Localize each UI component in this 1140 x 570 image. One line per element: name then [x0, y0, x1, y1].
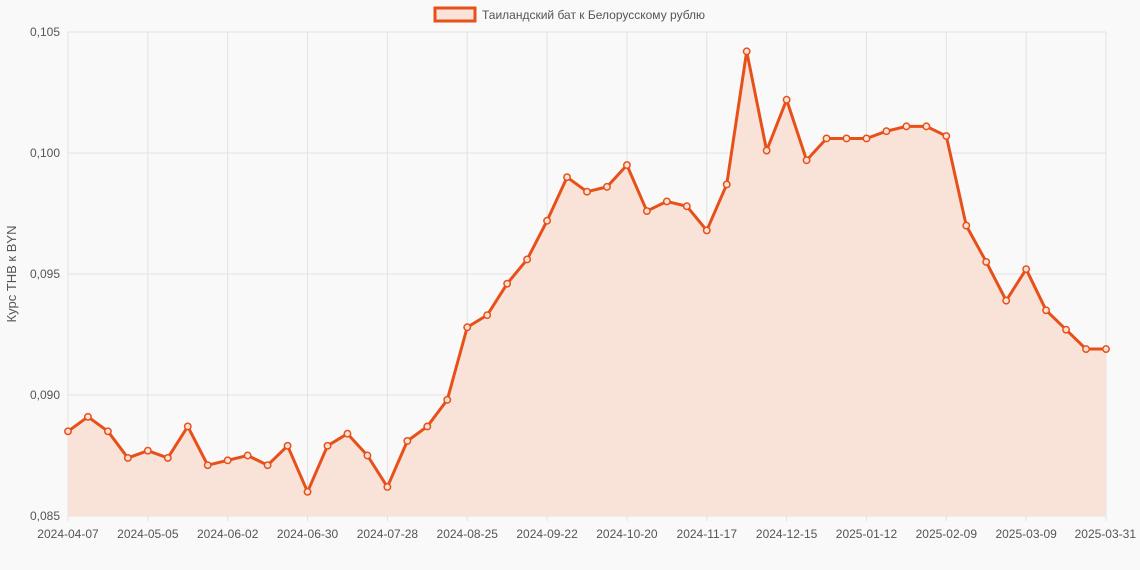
x-tick-label: 2025-03-31 — [1075, 527, 1137, 541]
data-point[interactable] — [682, 202, 691, 211]
data-point[interactable] — [243, 451, 252, 460]
data-point[interactable] — [84, 412, 92, 421]
x-tick-label: 2024-06-30 — [277, 527, 339, 541]
data-point[interactable] — [203, 461, 212, 470]
data-point[interactable] — [123, 453, 132, 462]
y-tick-label: 0,085 — [30, 509, 60, 523]
x-tick-label: 2025-03-09 — [995, 527, 1057, 541]
data-point[interactable] — [583, 187, 591, 196]
data-point[interactable] — [343, 429, 352, 438]
data-point[interactable] — [64, 427, 72, 436]
x-tick-label: 2025-01-12 — [836, 527, 898, 541]
x-tick-label: 2024-06-02 — [197, 527, 259, 541]
x-tick-label: 2024-11-17 — [677, 527, 738, 541]
data-point[interactable] — [842, 134, 851, 143]
data-point[interactable] — [902, 122, 911, 131]
data-point[interactable] — [383, 483, 392, 491]
y-tick-label: 0,100 — [30, 146, 60, 160]
legend[interactable]: Таиландский бат к Белорусскому рублю — [433, 6, 705, 23]
data-point[interactable] — [363, 451, 372, 460]
y-tick-label: 0,105 — [30, 25, 60, 39]
data-point[interactable] — [942, 132, 951, 141]
data-point[interactable] — [702, 226, 711, 235]
legend-swatch[interactable] — [433, 6, 477, 23]
data-point[interactable] — [463, 323, 472, 332]
data-point[interactable] — [303, 487, 312, 496]
series-points — [64, 47, 1110, 496]
data-point[interactable] — [962, 221, 971, 230]
data-point[interactable] — [1062, 325, 1071, 334]
y-axis-label: Курс THB к BYN — [4, 226, 19, 323]
data-point[interactable] — [882, 127, 891, 136]
x-tick-label: 2024-08-25 — [437, 527, 499, 541]
data-point[interactable] — [603, 182, 611, 191]
data-point[interactable] — [183, 422, 192, 431]
x-tick-label: 2025-02-09 — [916, 527, 978, 541]
data-point[interactable] — [1002, 296, 1011, 305]
x-tick-label: 2024-05-05 — [117, 527, 179, 541]
data-point[interactable] — [483, 311, 492, 320]
data-point[interactable] — [642, 207, 651, 216]
x-tick-label: 2024-10-20 — [596, 527, 658, 541]
data-point[interactable] — [283, 441, 292, 450]
y-axis-ticks: 0,085 0,090 0,095 0,100 0,105 — [30, 25, 60, 523]
x-axis-ticks: 2024-04-07 2024-05-05 2024-06-02 2024-06-30… — [37, 527, 1136, 541]
data-point[interactable] — [1042, 306, 1051, 315]
x-tick-label: 2024-09-22 — [516, 527, 578, 541]
data-point[interactable] — [1102, 345, 1110, 353]
data-point[interactable] — [722, 180, 731, 189]
data-point[interactable] — [323, 441, 332, 450]
y-tick-label: 0,095 — [30, 267, 60, 281]
data-point[interactable] — [922, 122, 931, 131]
data-point[interactable] — [143, 446, 152, 455]
data-point[interactable] — [622, 161, 631, 170]
data-point[interactable] — [982, 257, 991, 266]
data-point[interactable] — [662, 197, 671, 206]
data-point[interactable] — [543, 216, 552, 225]
x-tick-label: 2024-12-15 — [756, 527, 818, 541]
data-point[interactable] — [163, 453, 172, 462]
data-point[interactable] — [563, 173, 571, 182]
y-tick-label: 0,090 — [30, 388, 60, 402]
data-point[interactable] — [223, 456, 232, 465]
data-point[interactable] — [862, 134, 871, 143]
data-point[interactable] — [423, 422, 432, 431]
data-point[interactable] — [742, 47, 751, 56]
data-point[interactable] — [1082, 345, 1090, 353]
data-point[interactable] — [523, 255, 532, 264]
data-point[interactable] — [802, 156, 811, 165]
data-point[interactable] — [782, 95, 791, 104]
x-tick-label: 2024-04-07 — [37, 527, 99, 541]
data-point[interactable] — [1022, 265, 1031, 274]
legend-label[interactable]: Таиландский бат к Белорусскому рублю — [482, 8, 705, 22]
data-point[interactable] — [443, 395, 452, 404]
data-point[interactable] — [503, 279, 512, 288]
data-point[interactable] — [822, 134, 831, 143]
data-point[interactable] — [403, 437, 412, 445]
series-area-fill — [68, 51, 1106, 517]
x-tick-label: 2024-07-28 — [357, 527, 419, 541]
data-point[interactable] — [762, 146, 771, 155]
data-point[interactable] — [263, 461, 272, 470]
data-point[interactable] — [103, 427, 112, 436]
